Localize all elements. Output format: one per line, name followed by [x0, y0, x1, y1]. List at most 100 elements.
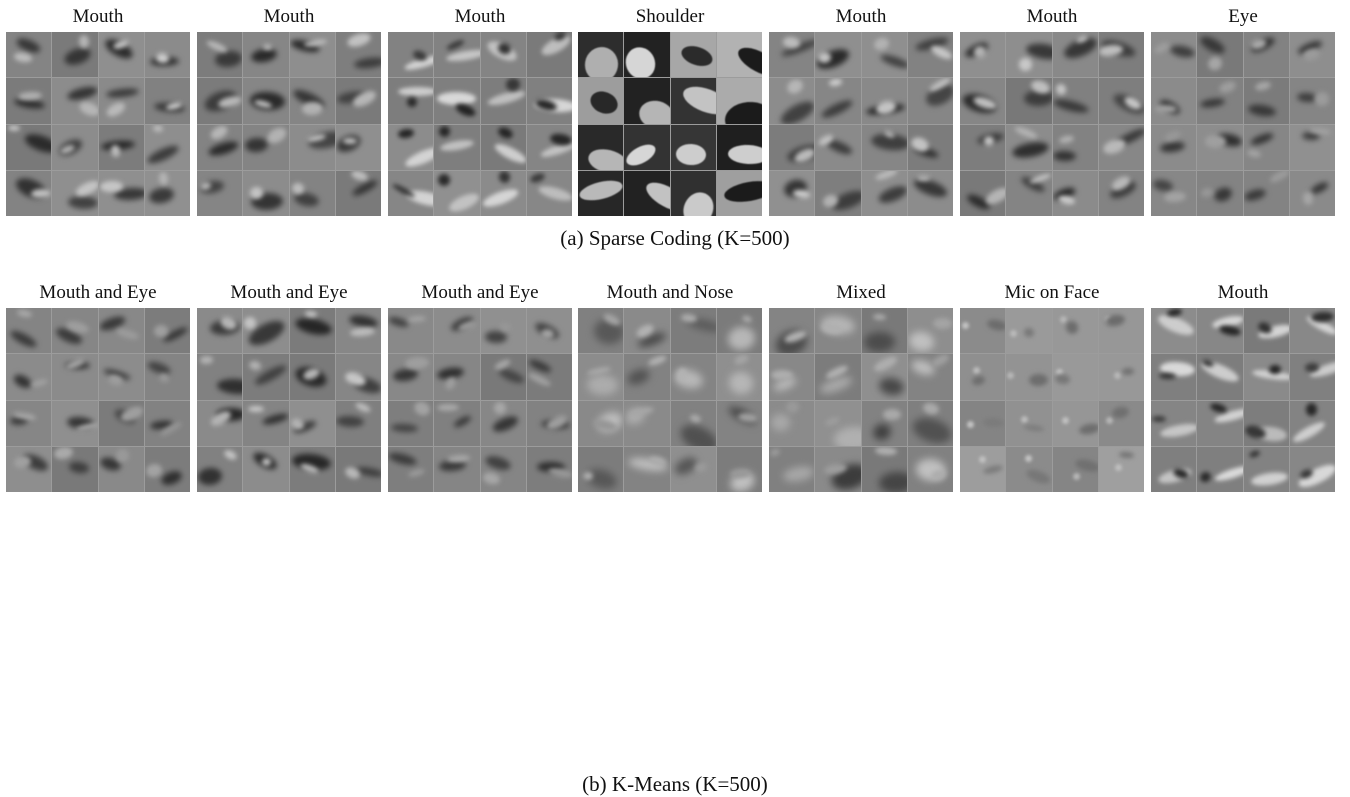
image-patch	[1052, 354, 1098, 400]
patch-panel: Mic on Face	[960, 276, 1144, 492]
image-patch	[1151, 354, 1197, 400]
image-patch	[144, 400, 190, 446]
panel-label: Mouth	[263, 6, 315, 27]
image-patch	[52, 32, 98, 78]
image-patch	[769, 32, 815, 78]
image-patch	[526, 170, 572, 216]
image-patch	[578, 124, 624, 170]
image-patch	[670, 170, 716, 216]
image-patch	[1006, 354, 1052, 400]
image-patch	[1006, 400, 1052, 446]
patch-panel: Mouth	[1151, 276, 1335, 492]
image-patch	[716, 32, 762, 78]
image-patch	[388, 124, 434, 170]
image-patch	[6, 446, 52, 492]
image-patch	[388, 32, 434, 78]
image-patch	[1151, 170, 1197, 216]
panel-label: Mouth and Eye	[39, 282, 157, 303]
image-patch	[578, 32, 624, 78]
patch-panel: Mouth	[769, 0, 953, 216]
image-patch	[52, 446, 98, 492]
image-patch	[1243, 400, 1289, 446]
image-patch	[578, 170, 624, 216]
image-patch	[98, 446, 144, 492]
image-patch	[1098, 400, 1144, 446]
panel-label: Mouth	[72, 6, 124, 27]
image-patch	[907, 354, 953, 400]
image-patch	[1052, 170, 1098, 216]
image-patch	[815, 354, 861, 400]
image-patch	[578, 308, 624, 354]
image-patch	[1006, 170, 1052, 216]
image-patch	[578, 78, 624, 124]
image-patch	[1289, 354, 1335, 400]
image-patch	[624, 32, 670, 78]
image-patch	[243, 354, 289, 400]
image-patch	[289, 446, 335, 492]
image-patch	[670, 78, 716, 124]
image-patch	[1197, 446, 1243, 492]
patch-grid	[388, 308, 572, 492]
image-patch	[578, 400, 624, 446]
image-patch	[480, 308, 526, 354]
panel-label: Mouth and Nose	[606, 282, 734, 303]
figure-caption-sparse-coding: (a) Sparse Coding (K=500)	[560, 226, 790, 250]
image-patch	[1197, 78, 1243, 124]
panel-label: Mixed	[836, 282, 886, 303]
image-patch	[434, 124, 480, 170]
image-patch	[960, 354, 1006, 400]
patch-grid	[1151, 308, 1335, 492]
image-patch	[1289, 308, 1335, 354]
image-patch	[197, 170, 243, 216]
image-patch	[624, 78, 670, 124]
image-patch	[6, 78, 52, 124]
image-patch	[434, 32, 480, 78]
panel-label: Mouth and Eye	[230, 282, 348, 303]
image-patch	[480, 354, 526, 400]
image-patch	[526, 124, 572, 170]
image-patch	[243, 446, 289, 492]
image-patch	[388, 354, 434, 400]
image-patch	[434, 170, 480, 216]
patch-panel: Mouth	[960, 0, 1144, 216]
image-patch	[480, 446, 526, 492]
image-patch	[907, 124, 953, 170]
image-patch	[197, 78, 243, 124]
image-patch	[861, 124, 907, 170]
figure-sparse-coding: Mouth Mouth Mouth Shoulder Mouth Mouth Eye (a)…	[0, 0, 1350, 250]
patch-panel: Mouth and Eye	[6, 276, 190, 492]
image-patch	[1197, 170, 1243, 216]
image-patch	[1243, 354, 1289, 400]
image-patch	[960, 32, 1006, 78]
image-patch	[1197, 32, 1243, 78]
image-patch	[243, 78, 289, 124]
image-patch	[1006, 32, 1052, 78]
image-patch	[861, 32, 907, 78]
image-patch	[243, 400, 289, 446]
image-patch	[144, 354, 190, 400]
image-patch	[1243, 32, 1289, 78]
image-patch	[388, 400, 434, 446]
image-patch	[434, 354, 480, 400]
image-patch	[716, 124, 762, 170]
image-patch	[960, 170, 1006, 216]
patch-panel: Mixed	[769, 276, 953, 492]
image-patch	[98, 32, 144, 78]
image-patch	[98, 308, 144, 354]
patch-grid	[769, 32, 953, 216]
image-patch	[716, 400, 762, 446]
image-patch	[388, 78, 434, 124]
image-patch	[716, 170, 762, 216]
image-patch	[289, 32, 335, 78]
image-patch	[1289, 170, 1335, 216]
patch-grid	[578, 32, 762, 216]
image-patch	[98, 170, 144, 216]
image-patch	[1151, 308, 1197, 354]
image-patch	[480, 400, 526, 446]
image-patch	[480, 170, 526, 216]
image-patch	[815, 124, 861, 170]
image-patch	[98, 400, 144, 446]
image-patch	[98, 124, 144, 170]
panel-label: Mouth	[835, 6, 887, 27]
image-patch	[335, 446, 381, 492]
